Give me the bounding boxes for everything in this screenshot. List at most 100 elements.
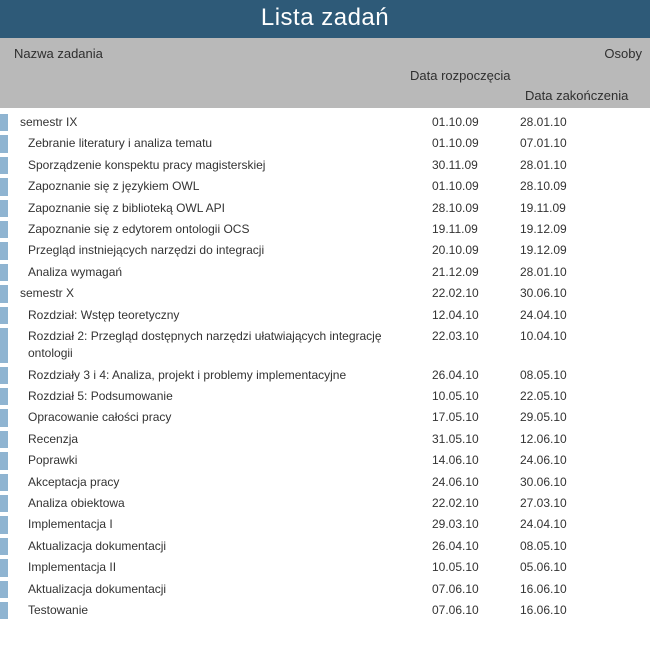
task-end-date: 07.01.10: [520, 135, 600, 152]
task-name: Zapoznanie się z edytorem ontologii OCS: [10, 221, 432, 238]
task-end-date: 19.12.09: [520, 242, 600, 259]
task-row: Recenzja31.05.1012.06.10: [0, 429, 650, 450]
task-end-date: 05.06.10: [520, 559, 600, 576]
task-row: Zebranie literatury i analiza tematu01.1…: [0, 133, 650, 154]
task-name: Rozdział 5: Podsumowanie: [10, 388, 432, 405]
task-end-date: 28.01.10: [520, 114, 600, 131]
task-start-date: 01.10.09: [432, 178, 520, 195]
page-title: Lista zadań: [0, 0, 650, 38]
task-end-date: 27.03.10: [520, 495, 600, 512]
task-start-date: 26.04.10: [432, 538, 520, 555]
task-name: Rozdział: Wstęp teoretyczny: [10, 307, 432, 324]
task-end-date: 10.04.10: [520, 328, 600, 345]
task-name: semestr X: [10, 285, 432, 302]
task-end-date: 16.06.10: [520, 602, 600, 619]
task-start-date: 26.04.10: [432, 367, 520, 384]
task-name: Implementacja II: [10, 559, 432, 576]
task-row: Opracowanie całości pracy17.05.1029.05.1…: [0, 407, 650, 428]
task-row: Rozdziały 3 i 4: Analiza, projekt i prob…: [0, 365, 650, 386]
task-start-date: 31.05.10: [432, 431, 520, 448]
task-start-date: 10.05.10: [432, 388, 520, 405]
row-marker: [0, 200, 8, 217]
task-row: Zapoznanie się z językiem OWL01.10.0928.…: [0, 176, 650, 197]
task-start-date: 12.04.10: [432, 307, 520, 324]
task-row: Zapoznanie się z edytorem ontologii OCS1…: [0, 219, 650, 240]
task-name: Akceptacja pracy: [10, 474, 432, 491]
task-start-date: 28.10.09: [432, 200, 520, 217]
task-row: Poprawki14.06.1024.06.10: [0, 450, 650, 471]
task-start-date: 07.06.10: [432, 581, 520, 598]
task-start-date: 22.03.10: [432, 328, 520, 345]
task-name: Zebranie literatury i analiza tematu: [10, 135, 432, 152]
task-name: Rozdziały 3 i 4: Analiza, projekt i prob…: [10, 367, 432, 384]
task-row: Analiza obiektowa22.02.1027.03.10: [0, 493, 650, 514]
row-marker: [0, 538, 8, 555]
task-start-date: 29.03.10: [432, 516, 520, 533]
task-name: Aktualizacja dokumentacji: [10, 581, 432, 598]
task-name: Poprawki: [10, 452, 432, 469]
task-end-date: 16.06.10: [520, 581, 600, 598]
task-end-date: 24.04.10: [520, 516, 600, 533]
header-end-date: Data zakończenia: [525, 88, 628, 103]
row-marker: [0, 431, 8, 448]
task-end-date: 19.11.09: [520, 200, 600, 217]
row-marker: [0, 285, 8, 302]
row-marker: [0, 178, 8, 195]
task-row: Rozdział 5: Podsumowanie10.05.1022.05.10: [0, 386, 650, 407]
row-marker: [0, 135, 8, 152]
task-start-date: 21.12.09: [432, 264, 520, 281]
task-name: Analiza obiektowa: [10, 495, 432, 512]
task-end-date: 30.06.10: [520, 285, 600, 302]
task-start-date: 01.10.09: [432, 114, 520, 131]
task-list: semestr IX01.10.0928.01.10Zebranie liter…: [0, 108, 650, 621]
task-name: Implementacja I: [10, 516, 432, 533]
header-people: Osoby: [604, 46, 642, 61]
row-marker: [0, 516, 8, 533]
task-start-date: 22.02.10: [432, 285, 520, 302]
row-marker: [0, 367, 8, 384]
task-start-date: 07.06.10: [432, 602, 520, 619]
task-end-date: 08.05.10: [520, 367, 600, 384]
task-row: semestr IX01.10.0928.01.10: [0, 112, 650, 133]
task-end-date: 12.06.10: [520, 431, 600, 448]
task-start-date: 24.06.10: [432, 474, 520, 491]
row-marker: [0, 157, 8, 174]
task-start-date: 17.05.10: [432, 409, 520, 426]
task-row: Aktualizacja dokumentacji07.06.1016.06.1…: [0, 579, 650, 600]
task-end-date: 19.12.09: [520, 221, 600, 238]
task-name: Przegląd instniejących narzędzi do integ…: [10, 242, 432, 259]
row-marker: [0, 409, 8, 426]
task-start-date: 20.10.09: [432, 242, 520, 259]
task-name: Analiza wymagań: [10, 264, 432, 281]
task-end-date: 29.05.10: [520, 409, 600, 426]
row-marker: [0, 221, 8, 238]
task-row: Akceptacja pracy24.06.1030.06.10: [0, 472, 650, 493]
task-row: Implementacja II10.05.1005.06.10: [0, 557, 650, 578]
task-end-date: 28.01.10: [520, 157, 600, 174]
task-row: Testowanie07.06.1016.06.10: [0, 600, 650, 621]
row-marker: [0, 581, 8, 598]
column-headers: Nazwa zadania Osoby Data rozpoczęcia Dat…: [0, 38, 650, 108]
row-marker: [0, 495, 8, 512]
row-marker: [0, 452, 8, 469]
task-start-date: 22.02.10: [432, 495, 520, 512]
task-name: Sporządzenie konspektu pracy magisterski…: [10, 157, 432, 174]
task-row: Rozdział 2: Przegląd dostępnych narzędzi…: [0, 326, 650, 365]
task-row: Rozdział: Wstęp teoretyczny12.04.1024.04…: [0, 305, 650, 326]
task-start-date: 30.11.09: [432, 157, 520, 174]
task-row: Analiza wymagań21.12.0928.01.10: [0, 262, 650, 283]
task-row: Sporządzenie konspektu pracy magisterski…: [0, 155, 650, 176]
task-name: Aktualizacja dokumentacji: [10, 538, 432, 555]
task-end-date: 28.10.09: [520, 178, 600, 195]
task-start-date: 10.05.10: [432, 559, 520, 576]
task-end-date: 28.01.10: [520, 264, 600, 281]
task-start-date: 14.06.10: [432, 452, 520, 469]
row-marker: [0, 602, 8, 619]
header-start-date: Data rozpoczęcia: [410, 68, 510, 83]
task-row: semestr X22.02.1030.06.10: [0, 283, 650, 304]
task-row: Przegląd instniejących narzędzi do integ…: [0, 240, 650, 261]
row-marker: [0, 328, 8, 363]
task-start-date: 19.11.09: [432, 221, 520, 238]
task-name: Zapoznanie się z językiem OWL: [10, 178, 432, 195]
task-name: Testowanie: [10, 602, 432, 619]
